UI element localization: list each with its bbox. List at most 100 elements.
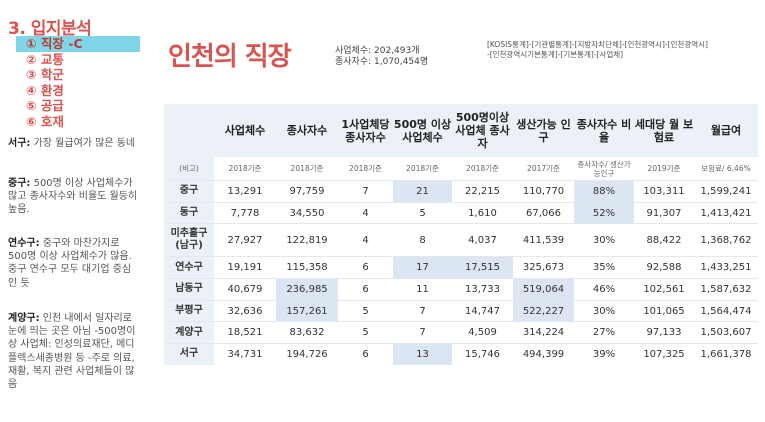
row-header: 미추홀구 (남구): [164, 223, 214, 257]
table-cell: 13,291: [214, 180, 276, 203]
table-cell: 91,307: [634, 201, 694, 224]
column-header: [164, 104, 214, 157]
section-title: 3. 입지분석: [8, 19, 92, 39]
table-cell: 11: [393, 278, 452, 301]
table-cell: 411,539: [513, 223, 574, 257]
table-cell: 19,191: [214, 256, 276, 279]
table-cell: 27%: [574, 321, 634, 344]
nav-item-6[interactable]: ⑥ 호재: [26, 113, 64, 129]
row-header: 부평구: [164, 299, 214, 322]
nav-item-1[interactable]: ① 직장 -C: [16, 36, 140, 52]
table-cell: 4,509: [452, 321, 513, 344]
section-nav: ① 직장 -C ② 교통 ③ 학군 ④ 환경 ⑤ 공급 ⑥ 호재: [16, 36, 140, 129]
nav-item-4[interactable]: ④ 환경: [26, 82, 64, 98]
table-cell: 6: [338, 343, 393, 365]
note-yeonsugu: 연수구: 중구와 마찬가지로 500명 이상 사업체수가 많음. 중구 연수구 …: [8, 237, 140, 290]
table-cell: 103,311: [634, 180, 694, 203]
table-cell: 1,368,762: [694, 223, 758, 257]
table-cell: 7: [393, 299, 452, 322]
page-title: 인천의 직장: [168, 42, 292, 72]
table-row: 계양구 18,521 83,632 5 7 4,509 314,224 27% 97,133 1,…: [164, 321, 758, 344]
nav-item-3[interactable]: ③ 학군: [26, 67, 64, 82]
table-cell: 5: [338, 321, 393, 344]
table-cell: 34,731: [214, 343, 276, 365]
table-row: 부평구 32,636 157,261 5 7 14,747 522,227 30% 101,06…: [164, 299, 758, 322]
subheader-cell: 2019기준: [634, 157, 694, 181]
table-cell: 17,515: [452, 256, 513, 279]
subheader-cell: 보험료/ 6.46%: [694, 157, 758, 181]
row-header: 서구: [164, 343, 214, 365]
table-cell: 314,224: [513, 321, 574, 344]
summary-stats: 사업체수: 202,493개 종사자수: 1,070,454명: [335, 46, 428, 68]
table-cell: 52%: [574, 201, 634, 224]
table-cell: 1,564,474: [694, 299, 758, 322]
column-header: 생산가능 인구: [513, 104, 574, 157]
table-cell: 92,588: [634, 256, 694, 279]
source-line: [KOSIS통계]-[기관별통계]-[지방자치단체]-[인천광역시]-[인천광역…: [487, 40, 708, 49]
table-cell: 13: [393, 343, 452, 365]
subheader-cell: 2018기준: [338, 157, 393, 181]
table-cell: 14,747: [452, 299, 513, 322]
table-cell: 1,661,378: [694, 343, 758, 365]
table-cell: 97,759: [276, 180, 338, 203]
table-body: (비고) 2018기준 2018기준 2018기준 2018기준 2018기준 2017기준…: [164, 157, 758, 365]
table-row: 중구 13,291 97,759 7 21 22,215 110,770 88% 103,311…: [164, 180, 758, 203]
table-cell: 13,733: [452, 278, 513, 301]
table-cell: 7: [393, 321, 452, 344]
subheader-row: (비고) 2018기준 2018기준 2018기준 2018기준 2018기준 2017기준…: [164, 157, 758, 181]
table-cell: 21: [393, 180, 452, 203]
subheader-cell: 2018기준: [276, 157, 338, 181]
table-cell: 519,064: [513, 278, 574, 301]
subheader-cell: 2017기준: [513, 157, 574, 181]
subheader-cell: 2018기준: [393, 157, 452, 181]
source-line: -[인천광역시기본통계]-[기본통계]-[사업체]: [487, 50, 624, 59]
table-cell: 494,399: [513, 343, 574, 365]
workplace-table: 사업체수 종사자수 1사업체당 종사자수 500명 이상 사업체수 500명이상 사업체…: [164, 104, 758, 365]
note-junggu: 중구: 500명 이상 사업체수가 많고 종사자수와 비율도 월등히 높음.: [8, 177, 140, 217]
row-header: 중구: [164, 180, 214, 203]
table-cell: 236,985: [276, 278, 338, 301]
table-row: 서구 34,731 194,726 6 13 15,746 494,399 39% 107,32…: [164, 343, 758, 365]
note-head: 중구:: [8, 178, 31, 189]
note-seogu: 서구: 가장 월급여가 많은 동네: [8, 137, 140, 150]
table-cell: 40,679: [214, 278, 276, 301]
note-head: 서구:: [8, 138, 31, 149]
table-cell: 46%: [574, 278, 634, 301]
table-cell: 1,433,251: [694, 256, 758, 279]
row-header: 계양구: [164, 321, 214, 344]
subheader-cell: 2018기준: [214, 157, 276, 181]
table-cell: 1,610: [452, 201, 513, 224]
column-header: 500명이상 사업체 종사자: [452, 104, 513, 157]
row-header: 동구: [164, 201, 214, 224]
table-cell: 34,550: [276, 201, 338, 224]
table-cell: 88%: [574, 180, 634, 203]
table-cell: 325,673: [513, 256, 574, 279]
table-cell: 5: [393, 201, 452, 224]
table-cell: 101,065: [634, 299, 694, 322]
column-header: 종사자수 비율: [574, 104, 634, 157]
column-header: 사업체수: [214, 104, 276, 157]
table-cell: 122,819: [276, 223, 338, 257]
table-cell: 1,413,421: [694, 201, 758, 224]
table-cell: 1,587,632: [694, 278, 758, 301]
note-body: 500명 이상 사업체수가 많고 종사자수와 비율도 월등히 높음.: [8, 178, 138, 216]
table-cell: 32,636: [214, 299, 276, 322]
table-cell: 1,503,607: [694, 321, 758, 344]
table-cell: 110,770: [513, 180, 574, 203]
table-cell: 5: [338, 299, 393, 322]
sidebar: 3. 입지분석 ① 직장 -C ② 교통 ③ 학군 ④ 환경 ⑤ 공급 ⑥ 호재 서구: …: [0, 0, 143, 422]
table-cell: 67,066: [513, 201, 574, 224]
column-header: 500명 이상 사업체수: [393, 104, 452, 157]
note-head: 연수구:: [8, 238, 40, 249]
note-head: 계양구:: [8, 313, 40, 324]
source-citation: [KOSIS통계]-[기관별통계]-[지방자치단체]-[인천광역시]-[인천광역…: [487, 40, 752, 60]
table-cell: 22,215: [452, 180, 513, 203]
table-cell: 194,726: [276, 343, 338, 365]
table-cell: 7,778: [214, 201, 276, 224]
nav-item-2[interactable]: ② 교통: [26, 51, 64, 67]
note-body: 인천 내에서 일자리로 눈에 띄는 곳은 아님 -500명이상 사업체: 인성의…: [8, 313, 136, 391]
business-count-stat: 사업체수: 202,493개: [335, 46, 420, 56]
nav-item-5[interactable]: ⑤ 공급: [26, 98, 64, 113]
table-cell: 4: [338, 223, 393, 257]
column-header: 종사자수: [276, 104, 338, 157]
